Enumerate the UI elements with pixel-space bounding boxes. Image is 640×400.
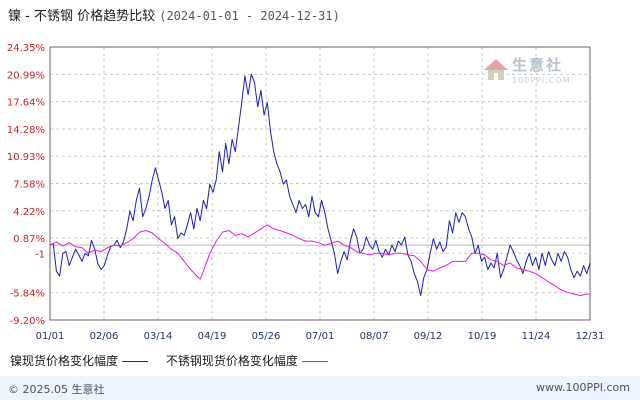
y-tick-label: 10.93% xyxy=(7,152,45,163)
watermark-logo: 生意社 100PPI.COM xyxy=(482,52,578,92)
legend-label-nickel: 镍现货价格变化幅度 xyxy=(10,354,119,368)
axes xyxy=(49,46,591,321)
x-tick-label: 12/31 xyxy=(576,331,605,342)
title-main: 镍 - 不锈钢 价格趋势比较 xyxy=(8,9,156,24)
y-tick-label: 17.64% xyxy=(7,98,45,109)
x-tick-label: 04/19 xyxy=(198,331,227,342)
y-tick-label: 24.35% xyxy=(7,43,45,54)
y-tick-label: -9.20% xyxy=(10,316,45,327)
tick-labels: 24.35% 20.99% 17.64% 14.28% 10.93% 7.58% 4.22%… xyxy=(7,43,605,342)
watermark-sub: 100PPI.COM xyxy=(512,76,571,85)
y-tick-label: 4.22% xyxy=(13,207,45,218)
copyright-text: © 2025.05 生意社 xyxy=(8,383,105,396)
plot-frame xyxy=(49,46,591,321)
legend-item-nickel: 镍现货价格变化幅度 xyxy=(10,352,149,369)
house-logo-icon xyxy=(484,59,508,80)
footer-bar xyxy=(0,376,640,400)
series-lines xyxy=(49,73,591,297)
x-tick-label: 02/06 xyxy=(90,331,119,342)
x-tick-label: 11/24 xyxy=(522,331,551,342)
y-tick-label: 20.99% xyxy=(7,70,45,81)
legend-item-stainless: 不锈钢现货价格变化幅度 xyxy=(166,352,328,369)
x-tick-label: 08/07 xyxy=(360,331,389,342)
x-tick-label: 10/19 xyxy=(468,331,497,342)
watermark-name: 生意社 xyxy=(512,56,564,74)
series-line-stainless xyxy=(49,224,590,297)
x-tick-label: 09/12 xyxy=(414,331,443,342)
series-line-nickel xyxy=(49,73,591,297)
legend-label-stainless: 不锈钢现货价格变化幅度 xyxy=(165,354,298,368)
y-tick-label: 14.28% xyxy=(7,125,45,136)
legend: 镍现货价格变化幅度 不锈钢现货价格变化幅度 xyxy=(10,352,342,369)
chart-title: 镍 - 不锈钢 价格趋势比较 (2024-01-01 - 2024-12-31) xyxy=(8,5,340,24)
title-range: (2024-01-01 - 2024-12-31) xyxy=(159,9,340,23)
x-tick-label: 05/26 xyxy=(252,331,281,342)
site-url-link[interactable]: www.100PPI.com xyxy=(536,381,630,394)
legend-swatch-nickel xyxy=(122,361,149,362)
y-tick-label: -5.84% xyxy=(10,289,45,300)
y-tick-label: 0.87% xyxy=(13,234,45,245)
x-tick-label: 03/14 xyxy=(144,331,173,342)
x-tick-label: 01/01 xyxy=(36,331,65,342)
y-tick-label: -1 xyxy=(35,249,45,260)
legend-swatch-stainless xyxy=(301,361,328,362)
y-tick-label: 7.58% xyxy=(13,179,45,190)
x-tick-label: 07/01 xyxy=(306,331,335,342)
